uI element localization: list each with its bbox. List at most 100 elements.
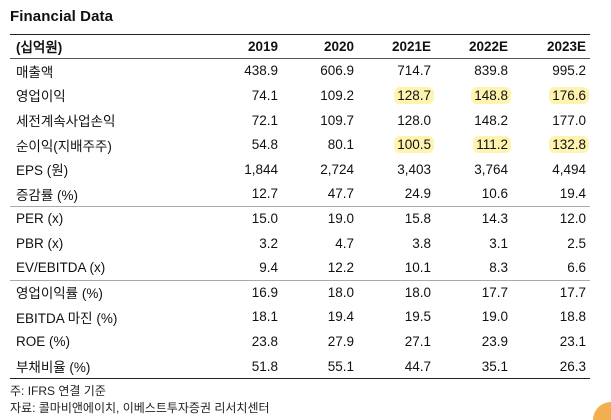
table-row: 부채비율 (%) 51.8 55.1 44.7 35.1 26.3 [10,354,590,379]
table-cell: 148.8 [435,83,512,108]
table-cell: 19.0 [435,305,512,330]
table-cell: 12.2 [282,255,358,280]
table-row: 세전계속사업손익 72.1 109.7 128.0 148.2 177.0 [10,108,590,133]
table-cell: 10.6 [435,182,512,207]
table-cell: 26.3 [512,354,590,379]
table-row: 영업이익 74.1 109.2 128.7 148.8 176.6 [10,83,590,108]
unit-header: (십억원) [16,40,63,56]
table-cell: 9.4 [206,255,282,280]
cell-value: 109.7 [320,112,354,128]
cell-value: 128.7 [394,86,434,104]
cell-value: 12.7 [251,186,278,202]
cell-value: 111.2 [473,136,511,154]
section-divider-2 [10,280,590,281]
table-cell: 27.9 [282,329,358,354]
cell-value: 19.4 [327,309,354,325]
table-row: PBR (x) 3.2 4.7 3.8 3.1 2.5 [10,231,590,256]
cell-value: 26.3 [559,358,586,374]
cell-value: 109.2 [320,87,354,103]
table-cell: 438.9 [206,59,282,84]
cell-value: 47.7 [327,186,354,202]
cell-value: 80.1 [327,137,354,153]
table-cell: 23.8 [206,329,282,354]
cell-value: 10.1 [404,260,431,276]
cell-value: 10.6 [481,186,508,202]
row-label: EV/EBITDA (x) [16,260,106,276]
table-cell: 4.7 [282,231,358,256]
cell-value: 44.7 [404,358,431,374]
table-cell: 3.1 [435,231,512,256]
cell-value: 839.8 [474,63,508,79]
cell-value: 3.8 [412,235,431,251]
table-cell: 3,764 [435,157,512,182]
table-row: 순이익(지배주주) 54.8 80.1 100.5 111.2 132.8 [10,132,590,157]
cell-value: 51.8 [251,358,278,374]
cell-value: 55.1 [327,358,354,374]
table-cell: 6.6 [512,255,590,280]
cell-value: 18.8 [559,309,586,325]
table-cell: 15.8 [358,206,435,231]
column-header-2022e: 2022E [468,38,508,54]
cell-value: 19.5 [404,309,431,325]
table-cell: 100.5 [358,132,435,157]
table-cell: 16.9 [206,280,282,305]
cell-value: 54.8 [251,137,278,153]
table-cell: 17.7 [512,280,590,305]
table-cell: 132.8 [512,132,590,157]
row-label: EPS (원) [16,163,69,179]
corner-decoration [593,402,611,420]
cell-value: 18.1 [251,309,278,325]
cell-value: 18.0 [404,284,431,300]
table-cell: 8.3 [435,255,512,280]
table-cell: 714.7 [358,59,435,84]
table-row: PER (x) 15.0 19.0 15.8 14.3 12.0 [10,206,590,231]
cell-value: 19.0 [327,210,354,226]
cell-value: 148.2 [474,112,508,128]
table-cell: 18.8 [512,305,590,330]
cell-value: 438.9 [244,63,278,79]
cell-value: 3,403 [397,161,431,177]
table-cell: 24.9 [358,182,435,207]
column-header-2021e: 2021E [391,38,431,54]
table-row: ROE (%) 23.8 27.9 27.1 23.9 23.1 [10,329,590,354]
cell-value: 27.9 [327,333,354,349]
cell-value: 128.0 [397,112,431,128]
table-cell: 148.2 [435,108,512,133]
cell-value: 23.9 [481,333,508,349]
cell-value: 3,764 [474,161,508,177]
cell-value: 12.2 [327,260,354,276]
cell-value: 17.7 [559,284,586,300]
column-header-2023e: 2023E [546,38,586,54]
cell-value: 14.3 [481,210,508,226]
cell-value: 15.8 [404,210,431,226]
table-cell: 55.1 [282,354,358,379]
table-row: 영업이익률 (%) 16.9 18.0 18.0 17.7 17.7 [10,280,590,305]
table-cell: 2.5 [512,231,590,256]
cell-value: 2.5 [567,235,586,251]
cell-value: 4.7 [335,235,354,251]
row-label: 증감률 (%) [16,187,79,203]
table-cell: 128.0 [358,108,435,133]
cell-value: 177.0 [552,112,586,128]
cell-value: 606.9 [320,63,354,79]
row-label: 세전계속사업손익 [16,114,116,130]
table-cell: 1,844 [206,157,282,182]
cell-value: 24.9 [404,186,431,202]
cell-value: 35.1 [481,358,508,374]
table-cell: 3,403 [358,157,435,182]
cell-value: 15.0 [251,210,278,226]
cell-value: 6.6 [567,260,586,276]
footnote-basis: 주: IFRS 연결 기준 [10,384,106,398]
table-cell: 14.3 [435,206,512,231]
row-label: 부채비율 (%) [16,360,91,376]
table-row: EPS (원) 1,844 2,724 3,403 3,764 4,494 [10,157,590,182]
header-row: (십억원) 2019 2020 2021E 2022E 2023E [10,34,590,59]
row-label: PER (x) [16,210,64,226]
table-cell: 19.4 [282,305,358,330]
table-title: Financial Data [10,8,114,25]
table-cell: 15.0 [206,206,282,231]
cell-value: 995.2 [552,63,586,79]
table-body: 매출액 438.9 606.9 714.7 839.8 995.2 영업이익 74.1 109.… [10,59,590,379]
cell-value: 100.5 [394,136,434,154]
row-label: 영업이익률 (%) [16,286,103,302]
